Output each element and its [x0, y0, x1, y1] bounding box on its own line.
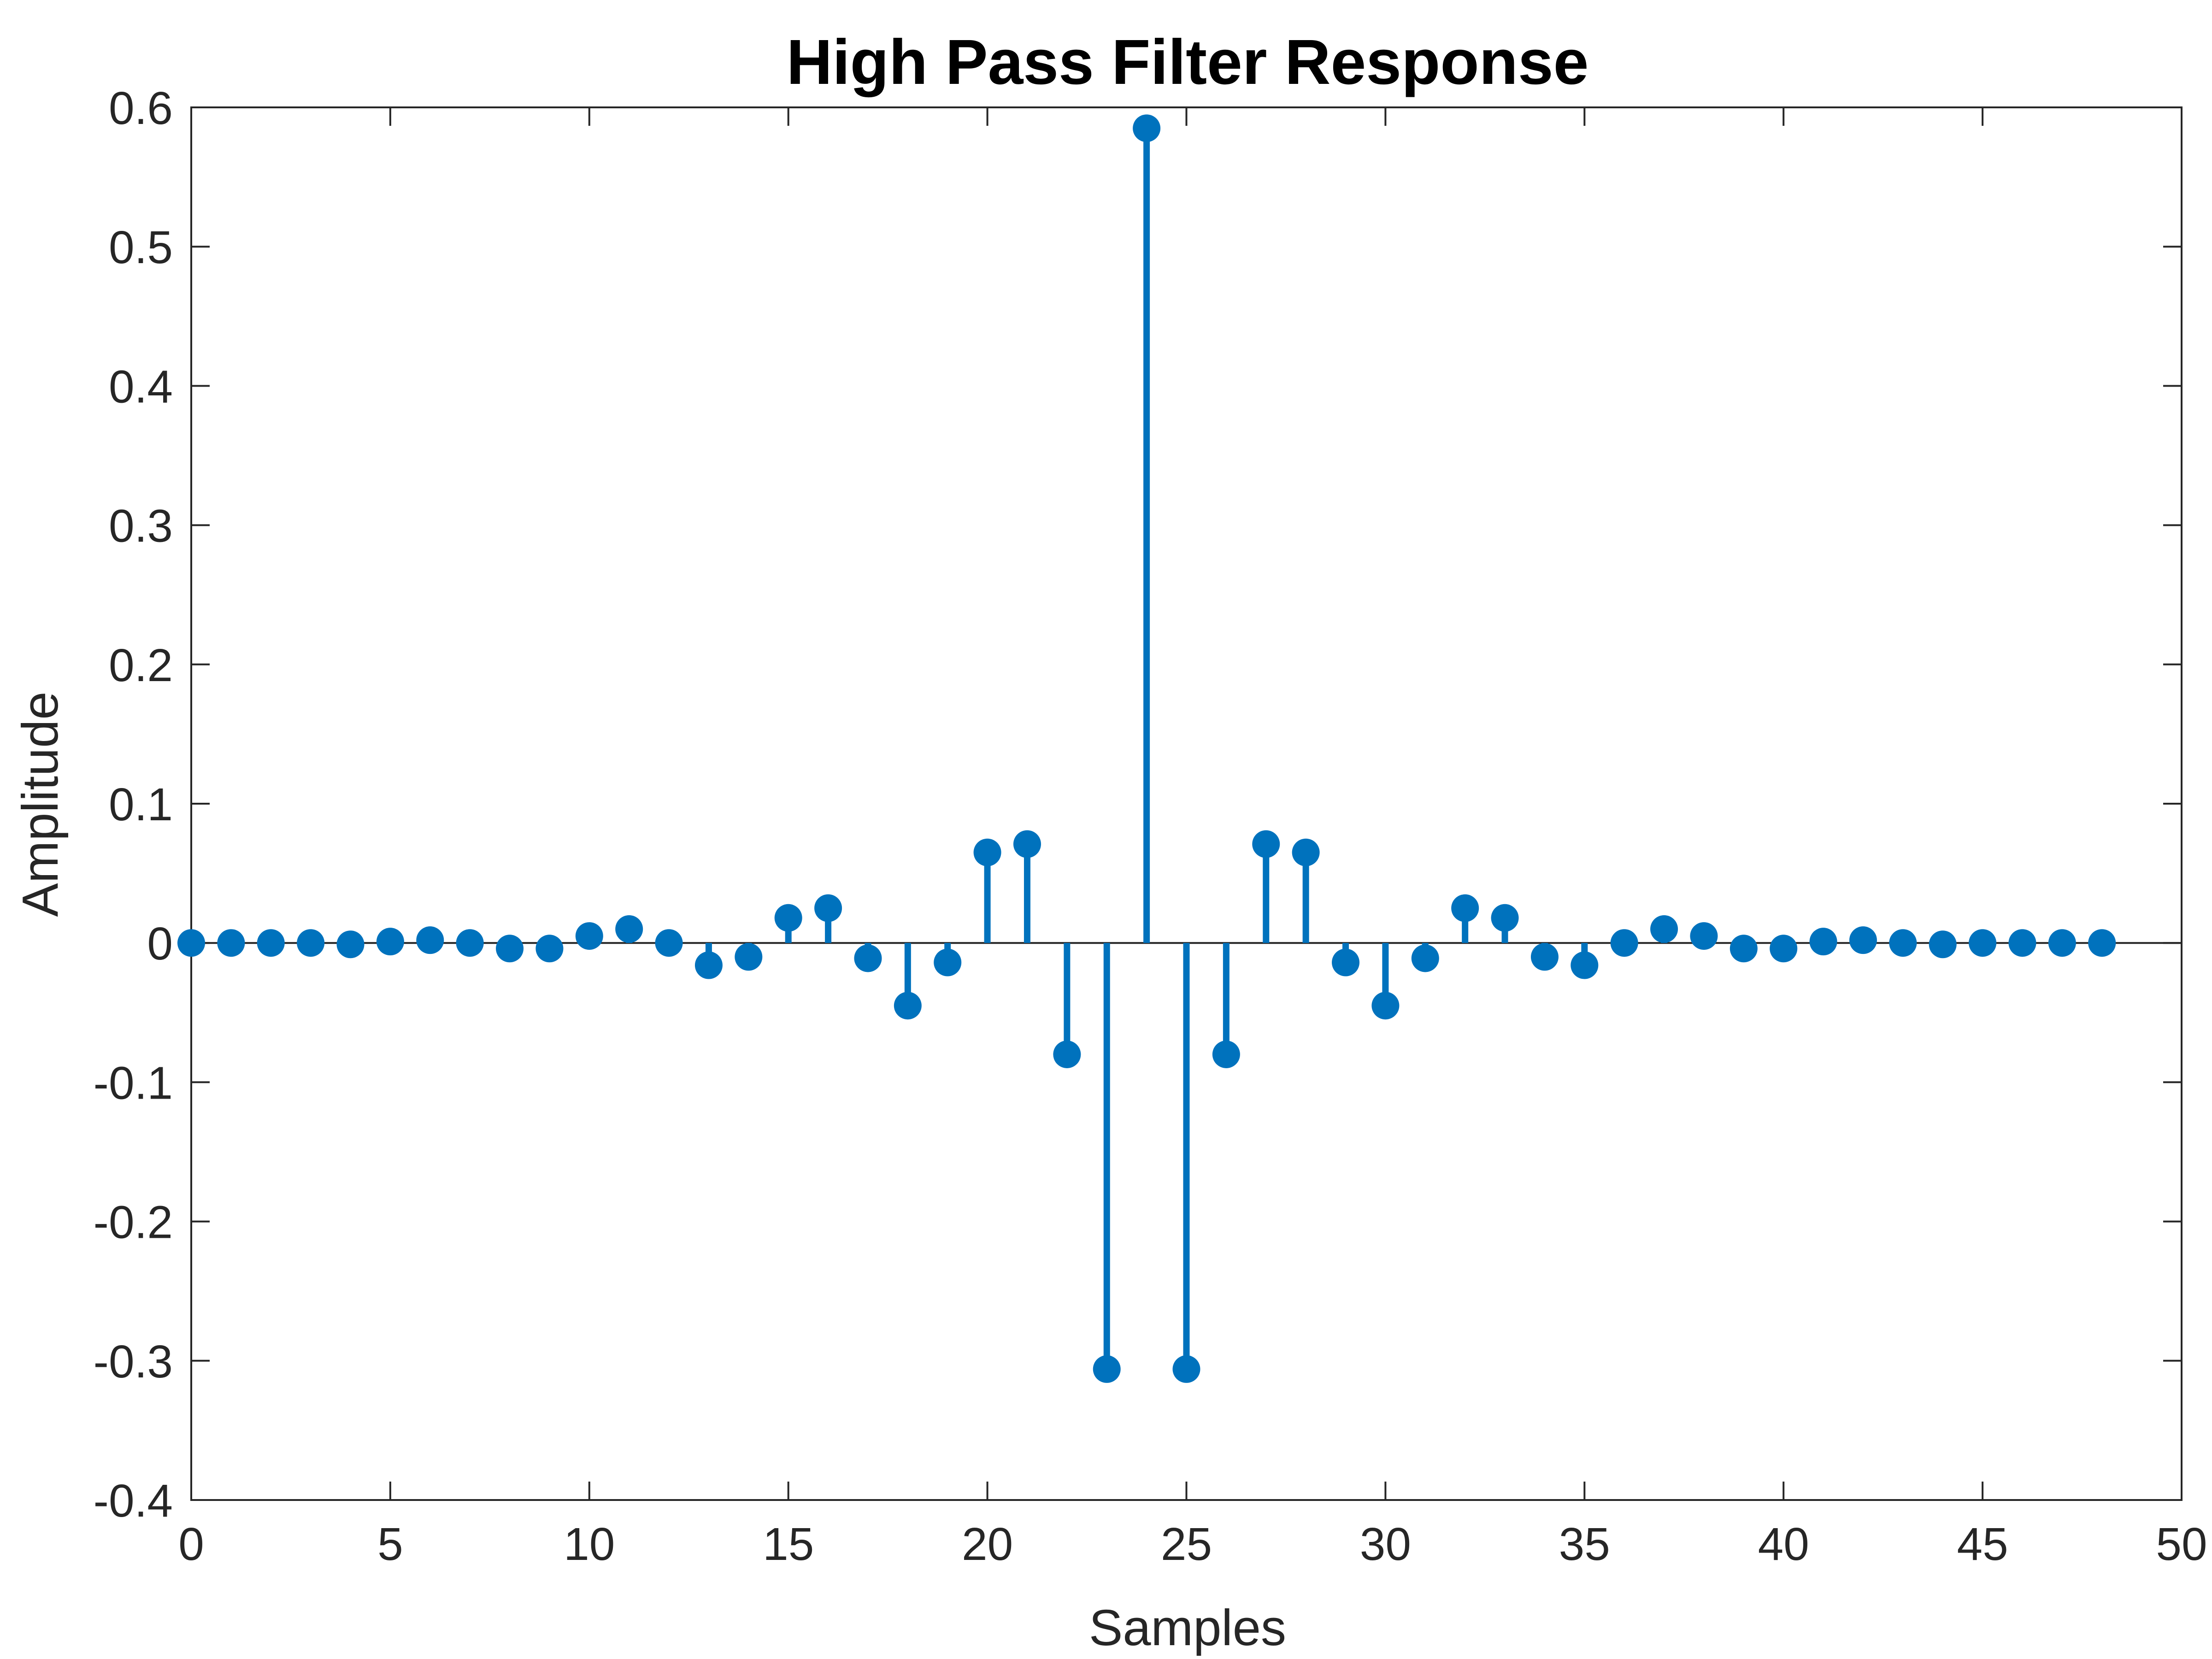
stem-marker: [1889, 929, 1917, 957]
stem-marker: [1133, 114, 1161, 142]
stem-marker: [894, 992, 922, 1020]
chart-title: High Pass Filter Response: [787, 27, 1589, 98]
plot-area: 0 5 10 15 20 25 30 35 40 45 500.60.50.40.30.20.10-…: [94, 82, 2207, 1570]
stem-marker: [1093, 1355, 1121, 1383]
stem-marker: [1053, 1040, 1081, 1068]
y-tick-label: 0: [147, 918, 173, 970]
stem-marker: [1571, 951, 1599, 979]
stem-marker: [575, 922, 603, 950]
stem-marker: [1332, 948, 1360, 977]
stem-marker: [615, 915, 643, 943]
stem-marker: [1252, 830, 1280, 858]
x-tick-label: 25: [1161, 1518, 1212, 1570]
stem-marker: [1929, 930, 1957, 959]
stem-marker: [774, 904, 802, 932]
stem-marker: [814, 894, 842, 922]
y-tick-label: 0.6: [109, 82, 173, 134]
y-tick-label: -0.1: [94, 1057, 173, 1109]
stem-marker: [2088, 929, 2116, 957]
stem-marker: [1650, 915, 1678, 943]
stem-marker: [1770, 935, 1798, 963]
stem-marker: [456, 929, 484, 957]
stem-marker: [1809, 928, 1837, 956]
stem-marker: [1849, 926, 1877, 954]
stem-marker: [934, 948, 962, 977]
stem-marker: [1292, 838, 1320, 866]
stem-marker: [1371, 992, 1400, 1020]
stem-marker: [1690, 922, 1718, 950]
stem-marker: [1530, 943, 1559, 971]
x-tick-label: 30: [1360, 1518, 1411, 1570]
x-tick-label: 50: [2156, 1518, 2207, 1570]
y-tick-label: 0.1: [109, 779, 173, 830]
stem-marker: [1610, 929, 1638, 957]
stem-marker: [1491, 904, 1519, 932]
stem-marker: [1212, 1040, 1240, 1068]
stem-marker: [177, 929, 205, 957]
stem-marker: [2008, 929, 2036, 957]
stem-marker: [694, 951, 723, 979]
stem-marker: [735, 943, 763, 971]
stem-marker: [655, 929, 683, 957]
stem-marker: [496, 935, 524, 963]
x-tick-label: 20: [962, 1518, 1013, 1570]
x-tick-label: 10: [564, 1518, 615, 1570]
y-tick-label: 0.5: [109, 222, 173, 273]
stem-marker: [1730, 935, 1758, 963]
x-tick-label: 0: [178, 1518, 204, 1570]
stem-marker: [257, 929, 285, 957]
y-tick-label: 0.4: [109, 361, 173, 412]
stem-marker: [217, 929, 245, 957]
stem-marker: [2048, 929, 2076, 957]
x-tick-label: 45: [1957, 1518, 2008, 1570]
stem-marker: [1013, 830, 1041, 858]
y-tick-label: -0.4: [94, 1475, 173, 1527]
x-tick-label: 5: [377, 1518, 403, 1570]
y-tick-label: 0.2: [109, 640, 173, 691]
x-tick-label: 35: [1559, 1518, 1610, 1570]
stem-marker: [973, 838, 1001, 866]
y-tick-label: -0.3: [94, 1336, 173, 1388]
x-tick-label: 15: [763, 1518, 814, 1570]
stem-marker: [1451, 894, 1479, 922]
stem-marker: [376, 928, 404, 956]
x-tick-label: 40: [1758, 1518, 1809, 1570]
stem-marker: [854, 944, 882, 972]
x-axis-label: Samples: [1089, 1600, 1286, 1656]
y-tick-label: -0.2: [94, 1197, 173, 1248]
stem-marker: [1172, 1355, 1200, 1383]
stem-marker: [535, 935, 564, 963]
stem-marker: [336, 930, 365, 959]
stem-marker: [1411, 944, 1439, 972]
stem-marker: [416, 926, 444, 954]
y-tick-label: 0.3: [109, 500, 173, 552]
stem-marker: [1969, 929, 1997, 957]
stem-marker: [297, 929, 325, 957]
y-axis-label: Amplitude: [12, 691, 69, 917]
